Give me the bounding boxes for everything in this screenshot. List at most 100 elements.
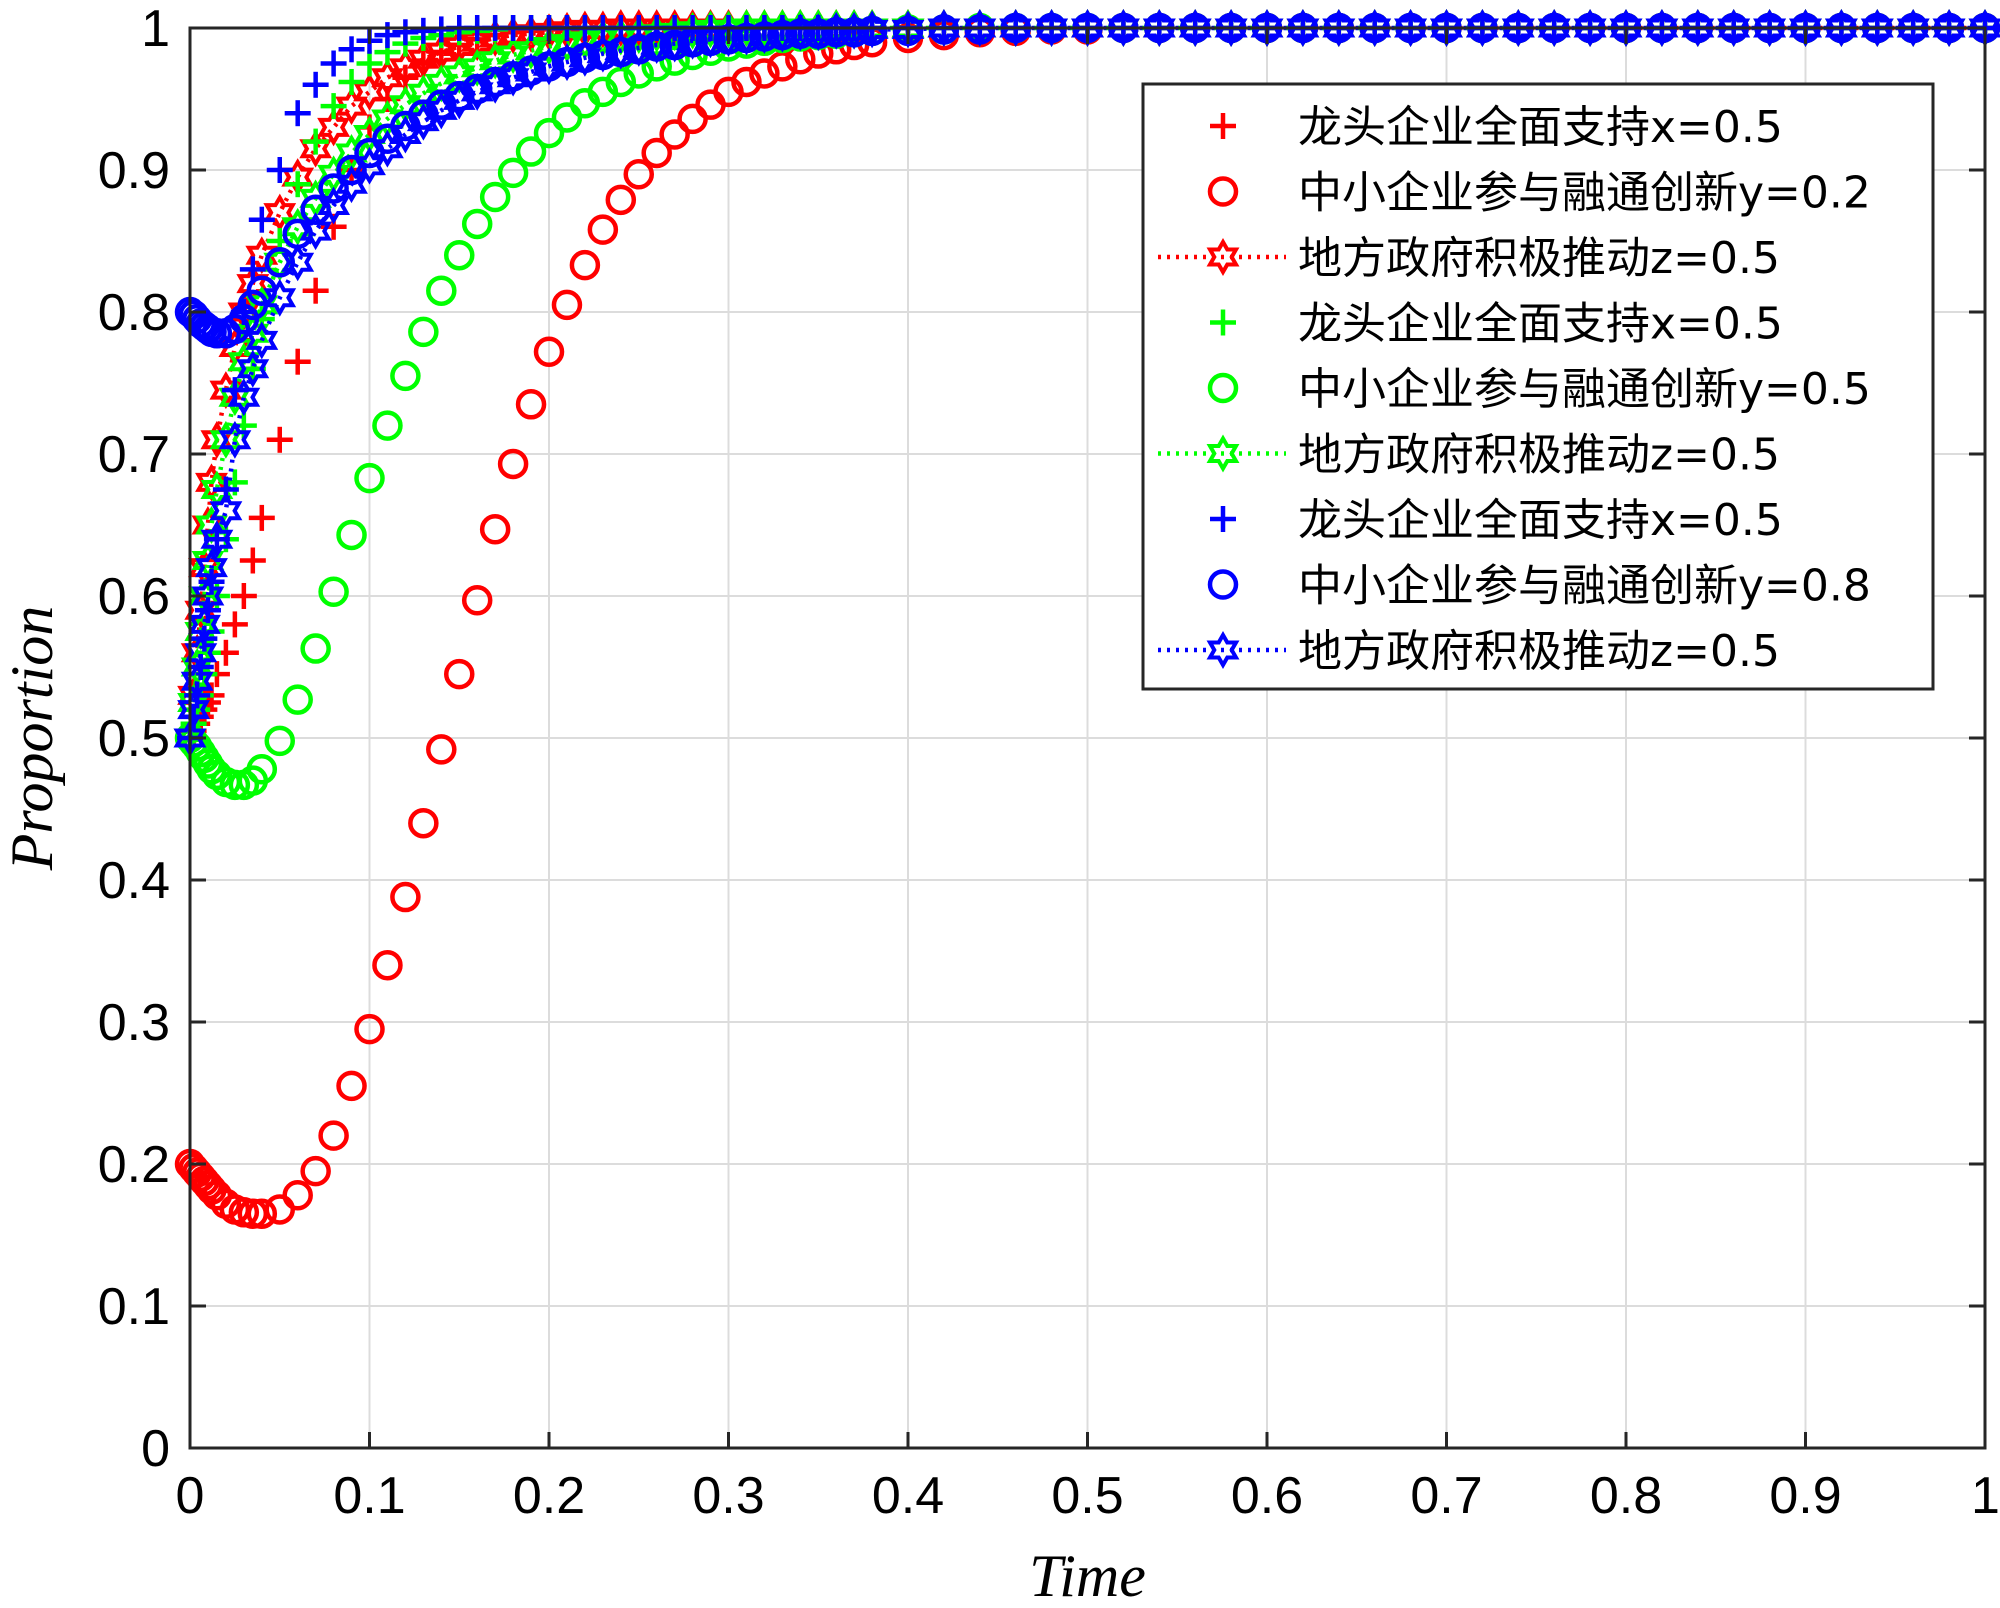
hexagram-marker bbox=[460, 48, 494, 87]
circle-marker bbox=[336, 1070, 367, 1102]
hexagram-marker bbox=[478, 65, 512, 104]
plus-marker bbox=[284, 348, 311, 375]
circle-marker bbox=[354, 462, 385, 494]
circle-marker bbox=[246, 1198, 278, 1229]
hexagram-marker bbox=[180, 662, 214, 701]
circle-marker bbox=[219, 769, 251, 801]
y-tick-label: 0.2 bbox=[98, 1136, 170, 1194]
circle-marker bbox=[641, 137, 672, 169]
y-tick-label: 0.5 bbox=[98, 710, 170, 768]
hexagram-marker bbox=[317, 186, 351, 225]
y-tick-label: 1 bbox=[141, 0, 170, 58]
plus-marker bbox=[320, 93, 347, 120]
circle-marker bbox=[372, 410, 403, 441]
hexagram-marker bbox=[1824, 9, 1858, 47]
circle-marker bbox=[515, 136, 547, 167]
legend-entry: 地方政府积极推动z=0.5 bbox=[1158, 430, 1780, 481]
circle-marker bbox=[426, 275, 457, 306]
hexagram-marker bbox=[1932, 8, 1966, 48]
hexagram-marker bbox=[281, 207, 315, 246]
hexagram-marker bbox=[1286, 9, 1320, 47]
hexagram-marker bbox=[1106, 9, 1140, 47]
hexagram-marker bbox=[963, 9, 997, 47]
legend-plus-marker bbox=[1210, 506, 1236, 532]
circle-marker bbox=[318, 173, 349, 204]
legend-circle-marker bbox=[1207, 176, 1239, 207]
hexagram-marker bbox=[532, 47, 566, 86]
circle-marker bbox=[461, 208, 493, 240]
legend-hexagram-marker bbox=[1206, 630, 1240, 670]
hexagram-marker bbox=[514, 53, 548, 91]
x-axis-label: Time bbox=[1029, 1543, 1146, 1608]
circle-marker bbox=[623, 159, 654, 190]
hexagram-marker bbox=[1573, 9, 1607, 47]
circle-marker bbox=[461, 585, 493, 616]
hexagram-marker bbox=[550, 24, 584, 63]
hexagram-marker bbox=[1501, 8, 1535, 48]
plus-marker bbox=[221, 611, 248, 638]
legend-label: 龙头企业全面支持x=0.5 bbox=[1298, 495, 1783, 546]
legend-box bbox=[1141, 82, 1935, 691]
y-tick-label: 0.6 bbox=[98, 568, 170, 626]
hexagram-marker bbox=[1717, 8, 1751, 48]
hexagram-marker bbox=[891, 10, 925, 49]
plus-marker bbox=[302, 277, 329, 304]
legend-label: 地方政府积极推动z=0.5 bbox=[1298, 233, 1780, 284]
y-tick-label: 0.4 bbox=[98, 852, 170, 910]
hexagram-marker bbox=[263, 193, 297, 232]
plus-marker bbox=[266, 157, 293, 183]
hexagram-marker bbox=[1142, 9, 1176, 47]
hexagram-marker bbox=[658, 24, 692, 63]
hexagram-marker bbox=[218, 420, 252, 459]
hexagram-marker bbox=[586, 34, 620, 73]
plus-marker bbox=[302, 71, 329, 98]
x-tick-label: 0.8 bbox=[1590, 1467, 1662, 1525]
hexagram-marker bbox=[604, 31, 638, 70]
legend-entry: 龙头企业全面支持x=0.5 bbox=[1210, 299, 1783, 350]
hexagram-marker bbox=[209, 491, 243, 530]
hexagram-marker bbox=[550, 43, 584, 82]
x-tick-label: 0.7 bbox=[1410, 1467, 1482, 1525]
plus-marker bbox=[374, 22, 401, 49]
hexagram-marker bbox=[1537, 8, 1571, 48]
legend-entry: 地方政府积极推动z=0.5 bbox=[1158, 626, 1780, 677]
legend-entry: 中小企业参与融通创新y=0.5 bbox=[1207, 364, 1871, 415]
legend-label: 地方政府积极推动z=0.5 bbox=[1298, 430, 1780, 481]
plus-marker bbox=[248, 206, 275, 233]
hexagram-marker bbox=[1178, 8, 1212, 48]
legend-circle-marker bbox=[1207, 372, 1239, 404]
legend-label: 地方政府积极推动z=0.5 bbox=[1298, 626, 1780, 677]
circle-marker bbox=[192, 1170, 224, 1201]
hexagram-marker bbox=[245, 321, 279, 360]
plus-marker bbox=[284, 171, 311, 198]
hexagram-marker bbox=[388, 115, 422, 154]
y-tick-label: 0.1 bbox=[98, 1278, 170, 1336]
circle-marker bbox=[569, 249, 601, 281]
circle-marker bbox=[408, 807, 439, 839]
circle-marker bbox=[497, 448, 529, 480]
legend-label: 中小企业参与融通创新y=0.8 bbox=[1298, 561, 1871, 612]
legend-label: 龙头企业全面支持x=0.5 bbox=[1298, 299, 1783, 350]
hexagram-marker bbox=[1645, 9, 1679, 47]
legend-entry: 中小企业参与融通创新y=0.8 bbox=[1207, 561, 1871, 612]
hexagram-marker bbox=[299, 212, 333, 251]
legend-plus-marker bbox=[1210, 309, 1236, 336]
circle-marker bbox=[318, 576, 349, 607]
circle-marker bbox=[300, 194, 331, 226]
circle-marker bbox=[264, 725, 295, 757]
legend-label: 中小企业参与融通创新y=0.2 bbox=[1298, 168, 1871, 219]
circle-marker bbox=[641, 51, 672, 82]
hexagram-marker bbox=[388, 48, 422, 87]
circle-marker bbox=[354, 1013, 385, 1045]
hexagram-marker bbox=[195, 548, 228, 587]
plus-marker bbox=[338, 36, 365, 63]
circle-marker bbox=[426, 734, 457, 765]
x-tick-label: 0.4 bbox=[872, 1467, 944, 1525]
hexagram-marker bbox=[478, 41, 512, 80]
y-tick-label: 0.9 bbox=[98, 142, 170, 200]
y-tick-label: 0.8 bbox=[98, 284, 170, 342]
x-tick-label: 0.2 bbox=[513, 1467, 585, 1525]
hexagram-marker bbox=[227, 378, 261, 417]
circle-marker bbox=[408, 316, 439, 348]
